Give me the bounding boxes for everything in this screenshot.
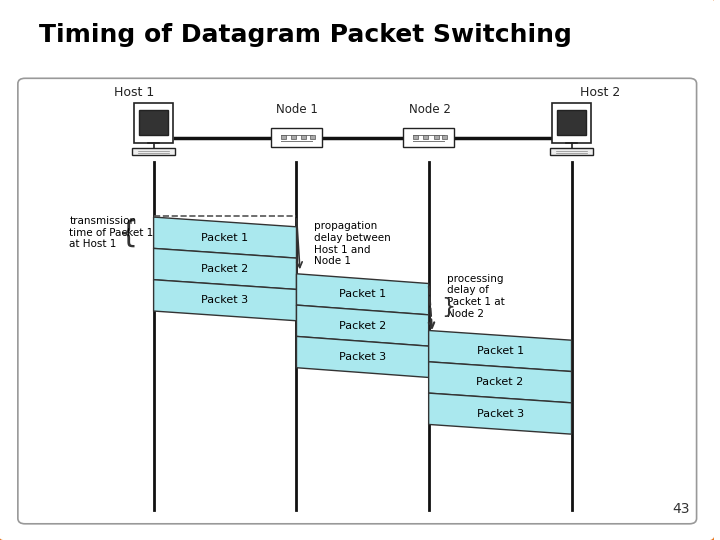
Text: transmission
time of Packet 1
at Host 1: transmission time of Packet 1 at Host 1 (69, 216, 153, 249)
Text: Packet 3: Packet 3 (339, 352, 386, 362)
Text: }: } (441, 297, 456, 317)
FancyBboxPatch shape (442, 135, 447, 139)
Polygon shape (153, 280, 297, 321)
Text: 43: 43 (672, 502, 690, 516)
Text: Host 1: Host 1 (114, 86, 155, 99)
Text: Host 2: Host 2 (580, 86, 621, 99)
Text: Packet 1: Packet 1 (339, 289, 386, 299)
Text: Node 2: Node 2 (409, 103, 451, 116)
Text: {: { (118, 218, 138, 247)
FancyBboxPatch shape (291, 135, 296, 139)
FancyBboxPatch shape (310, 135, 315, 139)
Text: Packet 1: Packet 1 (202, 233, 248, 242)
Polygon shape (153, 217, 297, 258)
FancyBboxPatch shape (557, 110, 585, 135)
FancyBboxPatch shape (132, 148, 175, 156)
FancyBboxPatch shape (413, 135, 418, 139)
FancyBboxPatch shape (271, 128, 323, 147)
FancyBboxPatch shape (433, 135, 438, 139)
Text: Packet 3: Packet 3 (477, 409, 523, 419)
Polygon shape (153, 248, 297, 289)
FancyBboxPatch shape (552, 103, 591, 143)
FancyBboxPatch shape (302, 135, 306, 139)
FancyBboxPatch shape (281, 135, 286, 139)
FancyBboxPatch shape (18, 78, 696, 524)
Text: Node 1: Node 1 (276, 103, 318, 116)
Text: processing
delay of
Packet 1 at
Node 2: processing delay of Packet 1 at Node 2 (446, 274, 504, 319)
FancyBboxPatch shape (550, 148, 593, 156)
Polygon shape (297, 336, 428, 377)
Polygon shape (297, 305, 428, 346)
Text: Packet 1: Packet 1 (477, 346, 523, 356)
FancyBboxPatch shape (140, 110, 168, 135)
FancyBboxPatch shape (403, 128, 454, 147)
Text: Packet 2: Packet 2 (202, 264, 248, 274)
Text: Packet 2: Packet 2 (339, 321, 386, 330)
Polygon shape (428, 330, 572, 372)
Text: propagation
delay between
Host 1 and
Node 1: propagation delay between Host 1 and Nod… (315, 221, 391, 266)
Text: Timing of Datagram Packet Switching: Timing of Datagram Packet Switching (40, 23, 572, 47)
Text: Packet 3: Packet 3 (202, 295, 248, 305)
Polygon shape (428, 393, 572, 434)
FancyBboxPatch shape (134, 103, 174, 143)
Polygon shape (428, 362, 572, 403)
FancyBboxPatch shape (423, 135, 428, 139)
Polygon shape (297, 274, 428, 315)
Text: Packet 2: Packet 2 (477, 377, 523, 387)
FancyBboxPatch shape (0, 0, 716, 86)
